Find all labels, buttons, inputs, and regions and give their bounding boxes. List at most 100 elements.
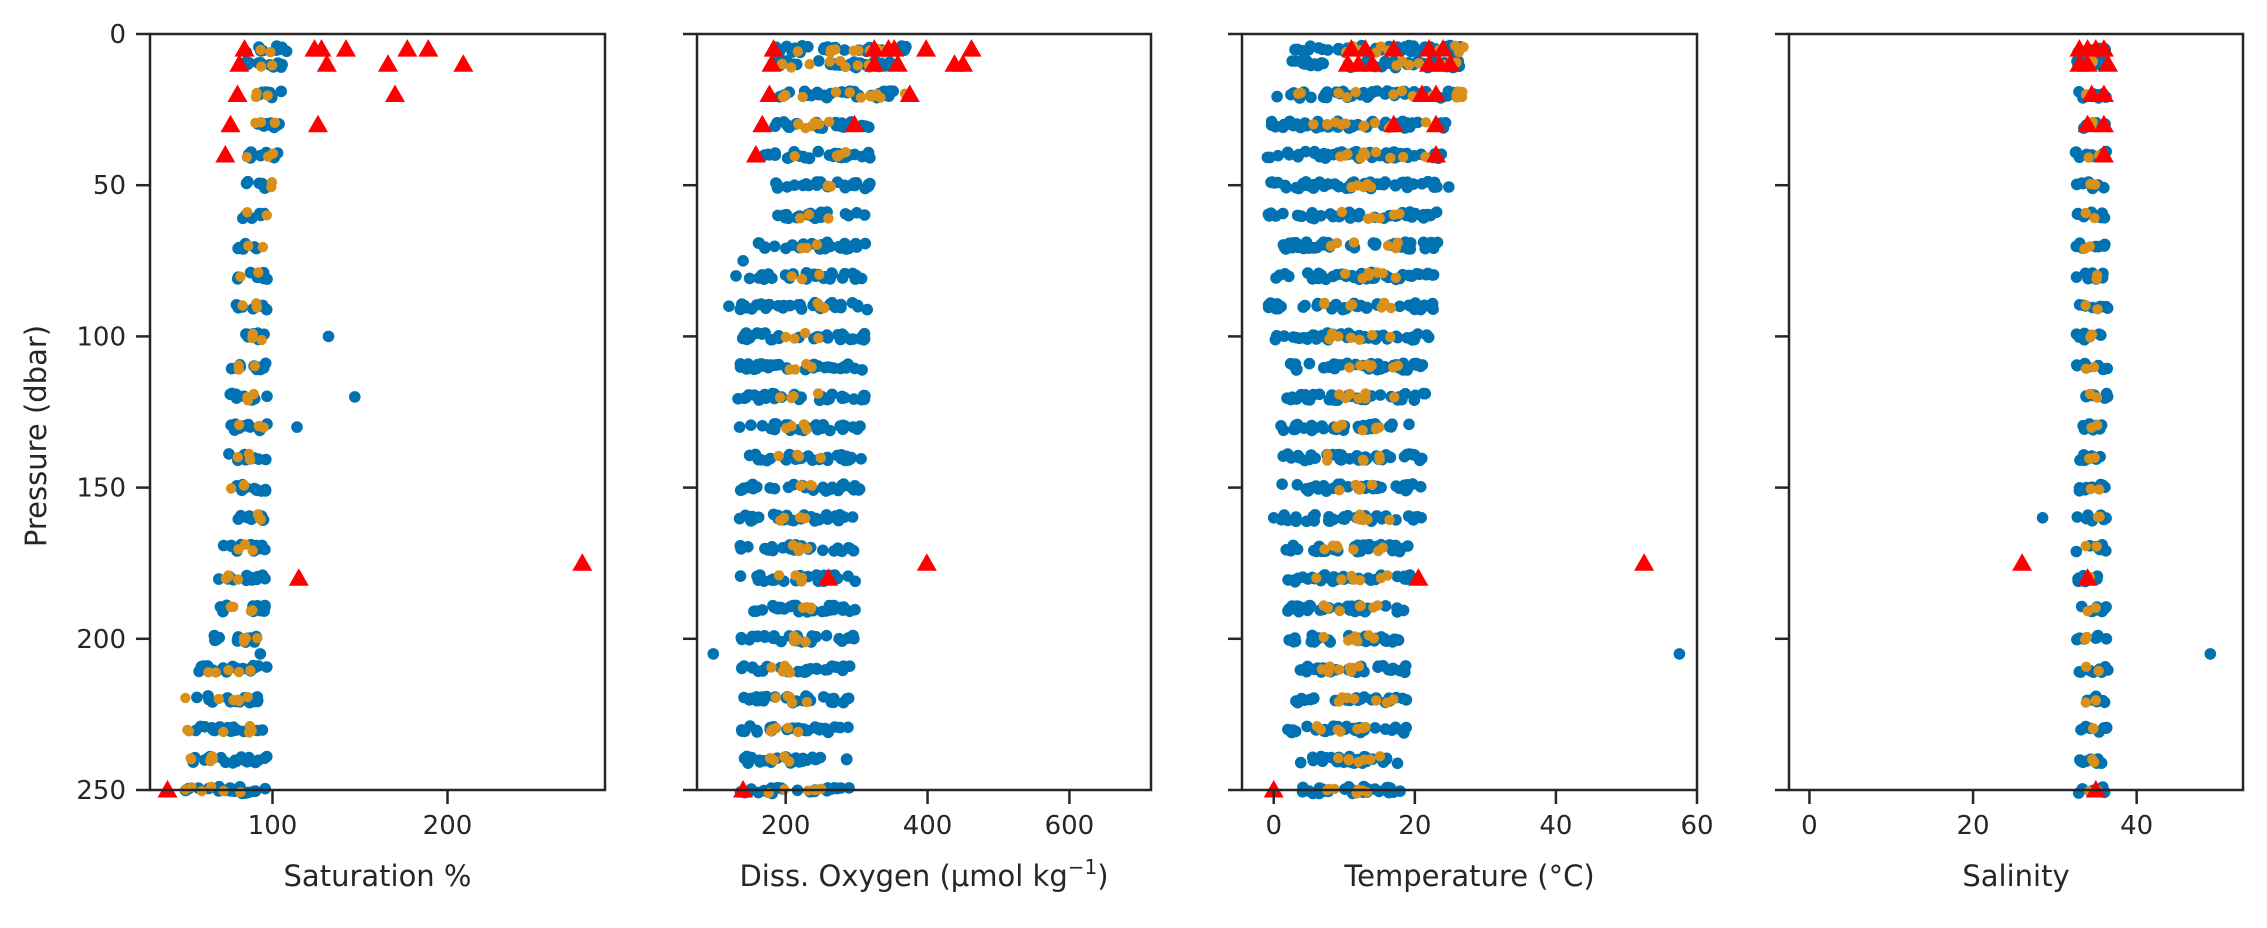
data-point <box>251 302 263 313</box>
data-point <box>781 423 792 434</box>
data-point <box>1357 425 1368 436</box>
data-point <box>191 691 203 704</box>
data-point <box>1279 268 1291 280</box>
data-point <box>1297 781 1309 794</box>
x-tick-label: 0 <box>1265 811 1282 841</box>
data-point <box>232 452 243 463</box>
y-tick-label: 50 <box>93 171 126 201</box>
data-point <box>842 570 854 582</box>
data-point <box>2083 152 2094 163</box>
data-point <box>2071 359 2083 372</box>
data-point <box>848 484 860 496</box>
data-point <box>837 419 849 432</box>
data-point <box>2089 212 2100 224</box>
data-point <box>1347 299 1358 310</box>
data-point <box>1397 604 1410 617</box>
data-point <box>1393 300 1406 313</box>
data-point <box>1391 757 1404 770</box>
data-point <box>831 150 843 161</box>
data-point <box>1265 115 1278 128</box>
data-point <box>1413 58 1425 69</box>
data-point <box>1301 720 1313 733</box>
x-tick-label: 40 <box>1539 811 1572 841</box>
data-point <box>1308 145 1321 158</box>
data-point <box>1300 515 1313 528</box>
data-point <box>1262 301 1275 314</box>
data-point <box>1458 41 1469 53</box>
data-point <box>1332 724 1344 735</box>
data-point <box>1367 329 1378 341</box>
data-point <box>824 273 836 285</box>
data-point <box>852 60 863 71</box>
data-point <box>767 544 779 557</box>
data-point <box>1402 510 1415 522</box>
data-point <box>2082 606 2093 617</box>
x-axis-label: Diss. Oxygen (μmol kg−1) <box>739 855 1108 893</box>
flagged-point <box>229 54 250 72</box>
data-point <box>2098 240 2111 252</box>
data-point <box>2081 661 2092 672</box>
data-point <box>1369 722 1381 734</box>
data-point <box>247 332 258 344</box>
data-point <box>1398 450 1411 463</box>
data-point <box>1294 756 1307 769</box>
data-point <box>1407 331 1419 343</box>
data-point <box>750 691 763 703</box>
data-point <box>261 210 272 221</box>
data-point <box>825 47 836 58</box>
data-point <box>1327 513 1340 526</box>
data-point <box>1360 302 1373 314</box>
y-tick-label: 0 <box>109 20 126 50</box>
data-point <box>773 450 784 462</box>
data-point <box>2094 484 2105 495</box>
data-point <box>1277 121 1289 134</box>
data-point <box>814 269 825 280</box>
data-point <box>1386 664 1398 676</box>
flagged-point <box>864 54 885 72</box>
data-point <box>255 44 266 56</box>
data-point <box>1343 635 1354 646</box>
data-point <box>2069 146 2082 159</box>
data-point <box>752 786 765 799</box>
data-point <box>225 601 236 613</box>
data-point <box>794 298 806 311</box>
data-point <box>1381 781 1393 794</box>
data-point <box>250 573 263 586</box>
data-point <box>1355 482 1366 493</box>
data-point <box>1404 243 1417 255</box>
data-point <box>275 85 288 98</box>
panel-4-frame <box>1787 32 2245 792</box>
data-point <box>861 303 873 316</box>
data-point <box>1320 90 1333 102</box>
data-point <box>1319 751 1332 764</box>
data-point <box>1366 360 1377 371</box>
data-point <box>810 753 823 765</box>
data-point <box>734 570 747 582</box>
data-point <box>260 303 273 316</box>
data-point <box>801 696 813 708</box>
data-point <box>1281 147 1294 159</box>
data-point <box>1294 210 1306 222</box>
data-point <box>239 754 252 766</box>
flagged-point <box>572 553 593 571</box>
flagged-point <box>864 39 885 57</box>
data-point <box>1353 207 1366 220</box>
data-point <box>1379 723 1392 735</box>
data-point <box>763 298 776 311</box>
panel-1-series-3 <box>157 39 593 798</box>
data-point <box>856 330 869 342</box>
data-point <box>247 545 258 556</box>
data-point <box>243 727 255 738</box>
data-point <box>266 177 278 188</box>
data-point <box>834 721 846 734</box>
data-point <box>2090 602 2101 613</box>
data-point <box>862 180 875 193</box>
data-point <box>233 241 245 254</box>
data-point <box>836 272 849 284</box>
flagged-point <box>397 39 418 57</box>
data-point <box>1271 90 1283 103</box>
data-point <box>233 419 245 431</box>
data-point <box>1399 666 1411 679</box>
data-point <box>1333 752 1344 764</box>
flagged-point <box>385 84 405 102</box>
